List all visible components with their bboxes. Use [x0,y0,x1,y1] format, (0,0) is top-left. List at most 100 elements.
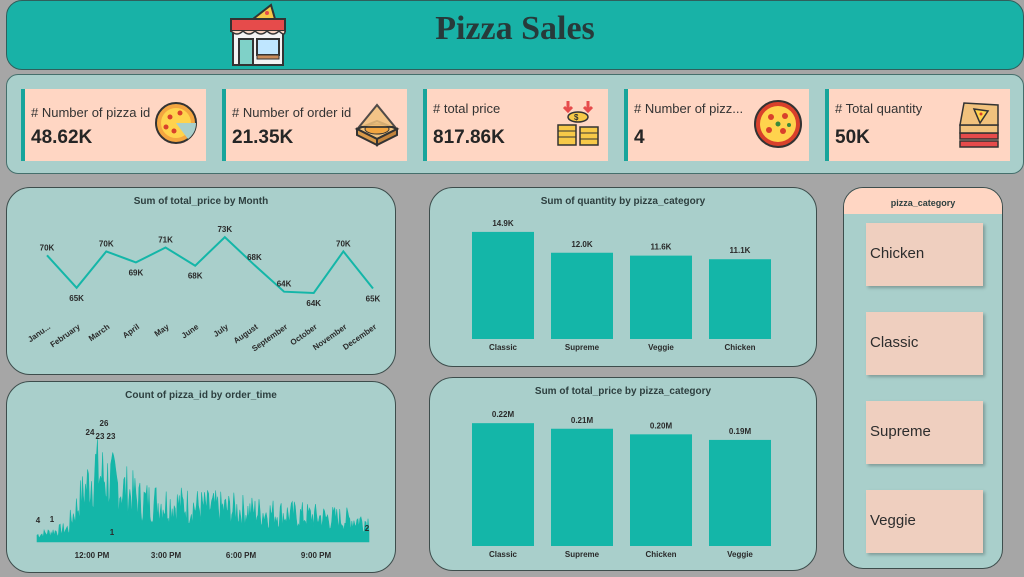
slicer-item-label: Supreme [870,423,931,440]
pizza-slice-icon [155,102,197,144]
x-tick-label: April [121,322,141,340]
kpi-value: 50K [835,127,870,148]
kpi-label: # Number of order id [232,105,352,120]
data-label: 14.9K [492,219,514,228]
x-tick-label: 6:00 PM [226,551,257,560]
data-label: 11.1K [730,246,751,255]
data-label: 73K [217,225,232,234]
kpi-value: 4 [634,127,645,148]
pizza-category-slicer: pizza_category Chicken Classic Supreme V… [843,187,1003,569]
line-chart-panel[interactable]: Sum of total_price by Month 70K Janu... 65… [6,187,396,375]
bar [630,255,692,339]
x-tick-label: July [212,322,231,339]
x-tick-label: 3:00 PM [151,551,182,560]
pizza-box-icon [354,103,400,147]
x-tick-label: December [341,322,378,352]
kpi-value: 817.86K [433,127,505,148]
svg-text:$: $ [574,113,579,122]
kpi-label: # Number of pizza id [31,105,151,120]
slicer-item-label: Classic [870,334,919,351]
header-banner: Pizza Sales [6,0,1024,70]
x-tick-label: March [87,322,112,343]
data-label: 23 [107,432,116,441]
data-label: 4 [36,516,41,525]
data-label: 26 [100,419,109,428]
chart-title: Sum of total_price by pizza_category [534,386,712,397]
slicer-item-label: Veggie [870,512,916,529]
x-tick-label: 9:00 PM [301,551,332,560]
data-label: 65K [366,294,381,303]
x-tick-label: May [153,322,171,339]
kpi-label: # Total quantity [835,101,923,116]
kpi-card-pizza-id[interactable]: # Number of pizza id 48.62K [21,89,206,161]
bar [709,439,771,546]
page-title: Pizza Sales [435,10,595,47]
data-label: 0.20M [650,421,673,430]
kpi-band: # Number of pizza id 48.62K # Number of … [6,74,1024,174]
data-label: 68K [188,272,203,281]
chart-title: Count of pizza_id by order_time [125,390,277,401]
x-tick-label: Classic [489,550,518,559]
x-tick-label: Classic [489,343,518,352]
data-label: 70K [336,239,351,248]
quantity-bar-chart-panel[interactable]: Sum of quantity by pizza_category 14.9K C… [429,187,817,367]
chart-title: Sum of total_price by Month [133,196,269,207]
data-label: 70K [40,243,55,252]
bar [551,252,613,339]
x-tick-label: Supreme [565,550,600,559]
slicer-item-supreme[interactable]: Supreme [866,401,983,464]
area-chart-panel[interactable]: Count of pizza_id by order_time 4 1 24 26 23… [6,381,396,573]
kpi-value: 21.35K [232,127,294,148]
bar [630,434,692,546]
kpi-card-order-id[interactable]: # Number of order id 21.35K [222,89,407,161]
x-tick-label: Veggie [727,550,753,559]
data-label: 1 [110,528,115,537]
price-bar-chart-panel[interactable]: Sum of total_price by pizza_category 0.2… [429,377,817,571]
x-tick-label: 12:00 PM [75,551,110,560]
kpi-card-total-quantity[interactable]: # Total quantity 50K [825,89,1010,161]
x-tick-label: February [49,322,83,349]
kpi-card-number-of-pizza[interactable]: # Number of pizz... 4 [624,89,809,161]
x-tick-label: Janu... [26,322,52,344]
data-label: 24 [86,428,95,437]
kpi-label: # Number of pizz... [634,101,744,116]
data-label: 23 [96,432,105,441]
data-label: 68K [247,253,262,262]
data-label: 1 [50,515,55,524]
line-chart: 70K Janu... 65K February 70K March 69K April 71K… [26,225,381,353]
x-tick-label: June [180,322,201,340]
kpi-label: # total price [433,101,501,116]
series-line [46,235,374,295]
slicer-item-classic[interactable]: Classic [866,312,983,375]
data-label: 0.21M [571,416,594,425]
data-label: 12.0K [571,240,593,249]
pizza-delivery-box-icon [959,102,999,148]
data-label: 64K [306,299,321,308]
series-area [36,439,370,543]
slicer-title: pizza_category [890,198,956,208]
data-label: 0.19M [729,427,752,436]
data-label: 11.6K [651,243,672,252]
bar [472,231,534,339]
bar [709,259,771,339]
data-label: 71K [158,236,173,245]
x-tick-label: Supreme [565,343,600,352]
pizza-store-icon [230,3,286,66]
x-tick-label: Veggie [648,343,674,352]
bar [551,428,613,546]
x-tick-label: Chicken [645,550,676,559]
data-label: 65K [69,294,84,303]
slicer-item-chicken[interactable]: Chicken [866,223,983,286]
pizza-icon [754,100,802,148]
data-label: 0.22M [492,410,515,419]
quantity-bar-chart: 14.9K Classic 12.0K Supreme 11.6K Veggie 11.1K… [472,219,771,352]
price-bar-chart: 0.22M Classic 0.21M Supreme 0.20M Chicken 0.19… [472,410,771,559]
slicer-item-veggie[interactable]: Veggie [866,490,983,553]
slicer-header [844,188,1002,214]
kpi-card-total-price[interactable]: # total price 817.86K $ [423,89,608,161]
data-label: 70K [99,239,114,248]
data-label: 69K [129,268,144,277]
kpi-value: 48.62K [31,127,93,148]
data-label: 2 [365,524,370,533]
